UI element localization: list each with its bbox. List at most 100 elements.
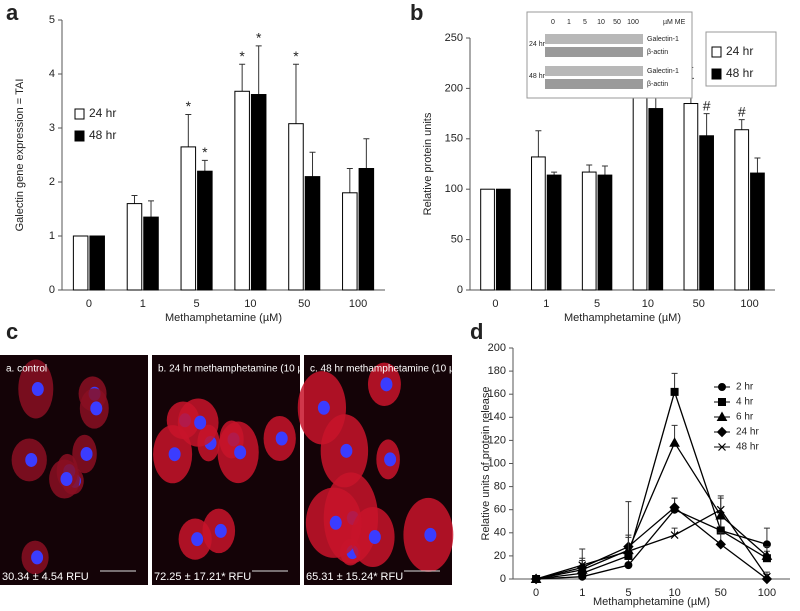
x-tick-label: 50 <box>715 587 727 599</box>
point <box>532 575 541 583</box>
nucleus <box>90 401 103 416</box>
x-tick-label: 50 <box>298 298 310 310</box>
x-tick-label: 1 <box>140 298 146 310</box>
panel-label: b <box>410 0 423 25</box>
legend-marker <box>716 426 728 438</box>
error-bar <box>346 168 353 193</box>
nucleus <box>234 445 247 460</box>
y-tick-label: 2 <box>49 176 55 188</box>
inset-unit: µM ME <box>663 19 686 26</box>
nucleus <box>329 515 342 530</box>
legend-label: 24 hr <box>89 106 116 120</box>
point <box>670 387 679 396</box>
y-tick-label: 4 <box>49 68 55 80</box>
legend-swatch <box>74 108 85 120</box>
legend-label: 48 hr <box>726 66 753 80</box>
error-bar <box>535 130 542 157</box>
point <box>669 502 680 513</box>
error-bar <box>754 157 761 174</box>
y-axis-title: Galectin gene expression = TAI <box>14 79 26 232</box>
point <box>761 573 773 585</box>
error-bar <box>671 527 678 536</box>
bar <box>72 235 89 291</box>
error-bar <box>292 63 299 124</box>
legend-marker <box>718 443 726 451</box>
error-bar <box>586 164 593 173</box>
point <box>670 531 679 540</box>
lane-label: 10 <box>597 19 605 26</box>
panel-label: d <box>470 319 483 344</box>
bar <box>480 188 495 291</box>
bar <box>546 174 562 291</box>
nucleus <box>214 523 227 538</box>
y-tick-label: 0 <box>49 284 55 296</box>
error-bar <box>201 159 208 172</box>
row-label: 24 hr <box>529 41 546 48</box>
point <box>624 547 633 556</box>
band-label: Galectin-1 <box>647 36 679 43</box>
bar <box>234 90 250 291</box>
x-tick-label: 100 <box>740 298 758 310</box>
y-tick-label: 200 <box>445 82 463 94</box>
error-bar <box>239 63 246 92</box>
y-tick-label: 0 <box>457 284 463 296</box>
significance-mark: * <box>256 30 262 46</box>
measurement: 65.31 ± 15.24* RFU <box>306 571 403 583</box>
x-tick-label: 5 <box>625 587 631 599</box>
bar <box>531 156 546 291</box>
nucleus <box>317 400 330 415</box>
series-line <box>535 508 768 580</box>
series-line <box>536 508 768 580</box>
significance-mark: # <box>703 97 711 113</box>
nucleus <box>80 446 93 461</box>
point <box>669 437 680 447</box>
bar <box>250 94 267 291</box>
nucleus <box>168 447 181 462</box>
lane-label: 100 <box>627 19 639 26</box>
x-tick-label: 1 <box>579 587 585 599</box>
panel-label: a <box>6 0 19 25</box>
significance-mark: * <box>202 144 208 160</box>
x-axis-title: Methamphetamine (µM) <box>165 312 282 324</box>
band-label: Galectin-1 <box>647 68 679 75</box>
nucleus <box>380 377 393 392</box>
x-tick-label: 5 <box>594 298 600 310</box>
x-tick-label: 1 <box>543 298 549 310</box>
error-bar <box>738 119 745 130</box>
bar <box>734 129 750 291</box>
legend-label: 4 hr <box>736 397 754 408</box>
y-tick-label: 50 <box>451 234 463 246</box>
bar <box>304 176 321 291</box>
row-label: 48 hr <box>529 73 546 80</box>
nucleus <box>191 532 204 547</box>
bar <box>699 135 714 291</box>
y-tick-label: 150 <box>445 133 463 145</box>
y-tick-label: 100 <box>488 457 506 469</box>
y-tick-label: 200 <box>488 342 506 354</box>
error-bar <box>703 113 710 136</box>
nucleus <box>340 443 353 458</box>
bar <box>89 235 105 291</box>
measurement: 72.25 ± 17.21* RFU <box>154 571 251 583</box>
y-tick-label: 120 <box>488 434 506 446</box>
x-tick-label: 0 <box>86 298 92 310</box>
x-tick-label: 100 <box>758 587 776 599</box>
blot-band <box>545 66 643 76</box>
legend-marker <box>716 411 728 421</box>
panel-label: c <box>6 319 18 344</box>
y-tick-label: 180 <box>488 365 506 377</box>
nucleus <box>384 452 397 467</box>
bar <box>648 108 664 291</box>
bar <box>750 172 765 291</box>
nucleus <box>194 415 207 430</box>
nucleus <box>25 452 38 467</box>
legend-swatch <box>74 130 85 142</box>
significance-mark: * <box>293 48 299 64</box>
blot-band <box>545 79 643 89</box>
y-tick-label: 20 <box>494 550 506 562</box>
error-bar <box>185 114 192 147</box>
error-bar <box>148 200 155 218</box>
bar <box>197 170 213 291</box>
point <box>624 561 633 570</box>
